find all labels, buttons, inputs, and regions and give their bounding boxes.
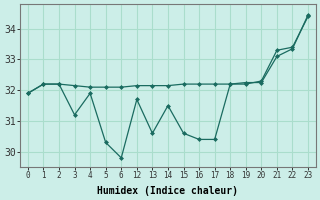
X-axis label: Humidex (Indice chaleur): Humidex (Indice chaleur)	[98, 186, 238, 196]
